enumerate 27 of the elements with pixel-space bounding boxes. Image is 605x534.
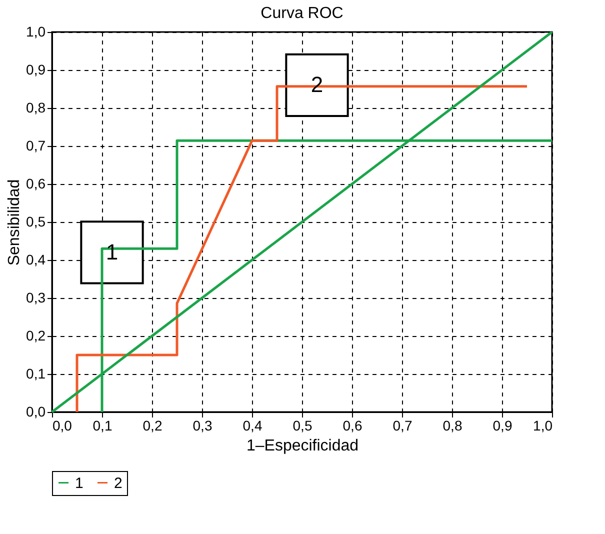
- y-tick-label: 0,2: [26, 328, 46, 344]
- legend-label: 2: [114, 474, 122, 492]
- y-tick-label: 0,7: [26, 138, 46, 154]
- y-axis-title: Sensibilidad: [6, 179, 24, 266]
- legend-label: 1: [75, 474, 84, 492]
- y-tick-label: 0,0: [26, 404, 46, 420]
- x-tick-label: 0,8: [442, 418, 462, 434]
- y-tick-label: 0,1: [26, 366, 46, 382]
- x-tick-label: 0,0: [52, 418, 72, 434]
- x-tick-label: 0,9: [492, 418, 512, 434]
- x-tick-label: 0,3: [192, 418, 212, 434]
- y-tick-label: 0,6: [26, 176, 46, 192]
- x-tick-label: 0,4: [242, 418, 262, 434]
- x-tick-label: 0,1: [92, 418, 112, 434]
- x-tick-label: 0,5: [292, 418, 312, 434]
- x-tick-label: 1,0: [533, 418, 553, 434]
- x-tick-label: 0,2: [142, 418, 162, 434]
- y-tick-label: 0,4: [26, 252, 46, 268]
- x-tick-label: 0,7: [392, 418, 412, 434]
- y-tick-label: 0,5: [26, 214, 46, 230]
- y-tick-label: 0,9: [26, 62, 46, 78]
- x-axis-title: 1–Especificidad: [246, 438, 359, 454]
- x-tick-label: 0,6: [342, 418, 362, 434]
- y-tick-label: 0,3: [26, 290, 46, 306]
- y-tick-label: 0,8: [26, 100, 46, 116]
- chart-title: Curva ROC: [260, 5, 344, 22]
- y-tick-label: 1,0: [26, 24, 46, 40]
